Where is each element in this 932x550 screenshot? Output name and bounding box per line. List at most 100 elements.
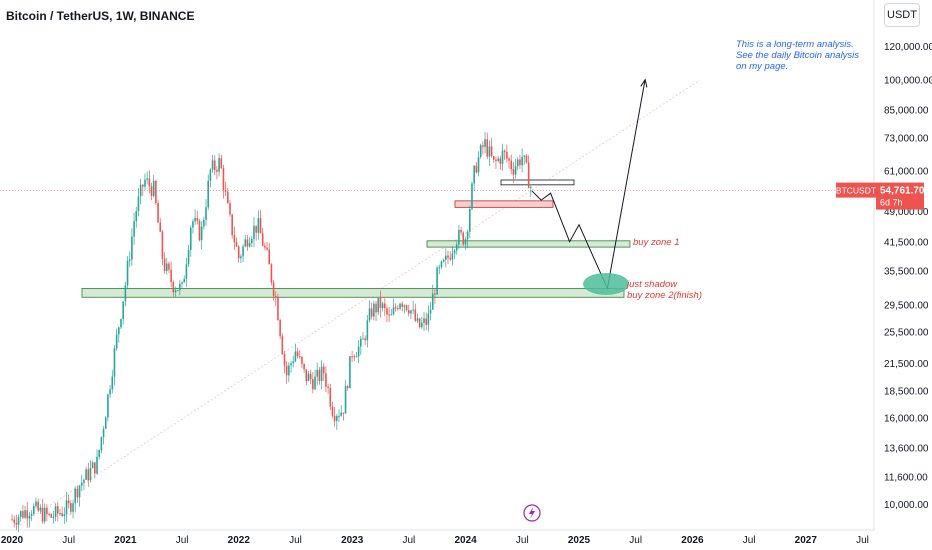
candle-body [102,428,105,438]
y-tick-label: 120,000.00 [884,42,932,53]
candle-body [248,243,251,247]
candle-body [373,303,375,317]
candle-body [50,514,53,518]
candle-body [510,160,513,170]
candle-body [366,320,369,341]
candle-body [471,183,473,210]
y-tick-label: 29,500.00 [884,301,929,312]
candle-body [33,506,35,514]
candle-body [525,155,528,163]
candle-body [316,369,318,377]
candle-body [91,462,94,469]
candle-body [46,507,48,514]
candle-body [54,506,57,518]
candle-body [482,145,484,147]
candle-body [259,218,262,234]
buy-zone-2-label: buy zone 2(finish) [627,290,702,301]
candle-body [512,169,515,175]
candle-body [170,269,172,283]
candle-body [453,250,456,254]
candle-body [383,303,386,309]
x-tick-label: 2021 [114,535,137,546]
candle-body [224,190,227,192]
y-tick-label: 35,500.00 [884,266,929,277]
x-tick-label: Jul [629,535,642,546]
x-tick-label: Jul [516,535,529,546]
candle-body [416,318,419,321]
candle-body [87,469,90,481]
x-tick-label: 2023 [341,535,364,546]
candle-body [229,202,231,215]
candle-body [107,394,109,418]
candle-body [497,158,499,161]
candle-body [39,507,42,511]
y-tick-label: 100,000.00 [884,76,932,87]
candle-body [274,296,277,298]
lightning-icon[interactable] [523,504,541,522]
candle-body [508,158,510,161]
candle-body [349,356,351,389]
y-tick-label: 73,000.00 [884,134,929,145]
candle-body [429,309,432,314]
candle-body [200,226,203,241]
candle-body [307,373,310,381]
candle-body [100,437,103,451]
candle-body [390,314,393,316]
x-tick-label: 2026 [681,535,704,546]
candle-body [381,303,384,309]
candle-body [22,511,24,518]
chart-title: Bitcoin / TetherUS, 1W, BINANCE [6,9,195,23]
candle-body [434,293,436,295]
candle-body [137,196,140,212]
candle-body [477,157,480,173]
candle-body [244,239,247,247]
candle-body [368,308,371,321]
candle-body [131,236,133,260]
candle-body [377,298,380,313]
candle-body [370,308,373,317]
candle-body [218,158,220,172]
zone-box-1 [500,179,575,186]
analysis-note: This is a long-term analysis. See the dai… [736,39,859,72]
candle-body [211,160,214,170]
projection-arrowhead [640,78,648,88]
candle-body [340,412,342,416]
candle-body [490,146,493,157]
candle-body [298,356,301,358]
currency-button[interactable]: USDT [884,3,920,27]
candle-body [139,184,142,197]
candle-body [379,298,382,309]
candle-body [501,150,504,164]
candle-body [124,285,127,302]
candle-body [253,225,255,239]
candle-body [296,351,299,357]
candle-body [281,336,284,355]
candle-body [192,221,194,228]
candle-body [488,146,491,157]
candle-body [506,151,508,159]
candle-body [466,231,469,240]
candle-body [41,507,44,522]
candle-body [142,184,144,187]
candle-body [462,232,465,245]
candle-body [28,515,31,519]
symbol-tag: BTCUSDT [836,186,876,196]
candle-body [61,513,63,516]
candle-body [63,514,66,516]
candle-body [231,214,233,236]
y-tick-label: 21,500.00 [884,359,929,370]
y-tick-label: 10,000.00 [884,500,929,511]
candle-body [56,506,59,514]
candle-body [235,242,238,247]
candle-body [320,366,323,382]
candle-body [15,522,18,525]
candle-body [375,303,377,313]
candle-body [96,456,98,474]
candle-body [111,376,114,390]
candle-body [438,267,441,269]
candle-body [74,488,77,504]
candle-body [185,264,188,279]
x-tick-label: 2027 [795,535,818,546]
